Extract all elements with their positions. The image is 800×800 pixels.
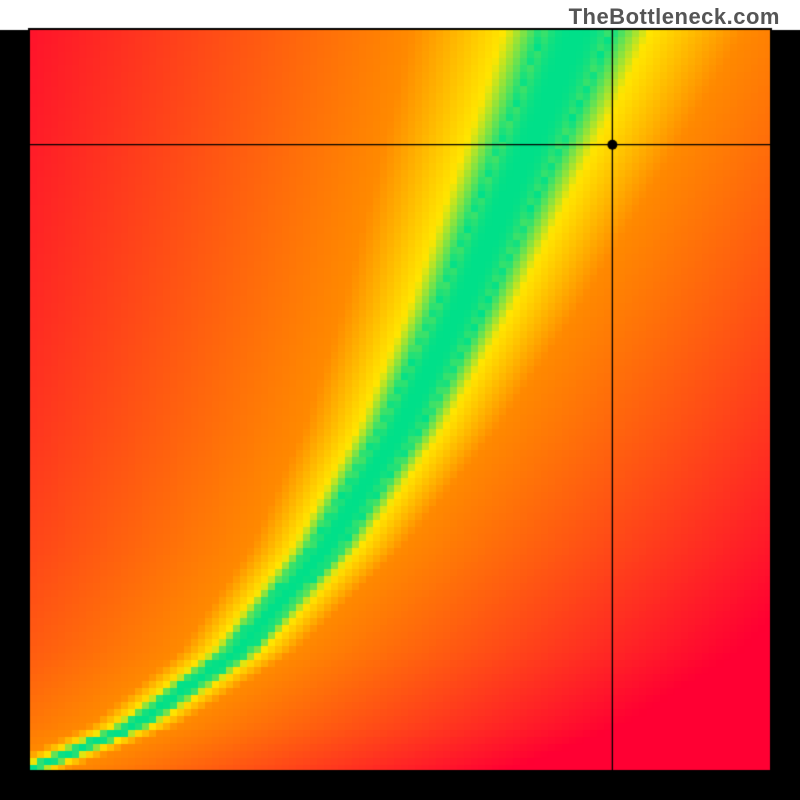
watermark-text: TheBottleneck.com <box>569 4 780 30</box>
bottleneck-heatmap <box>0 0 800 800</box>
